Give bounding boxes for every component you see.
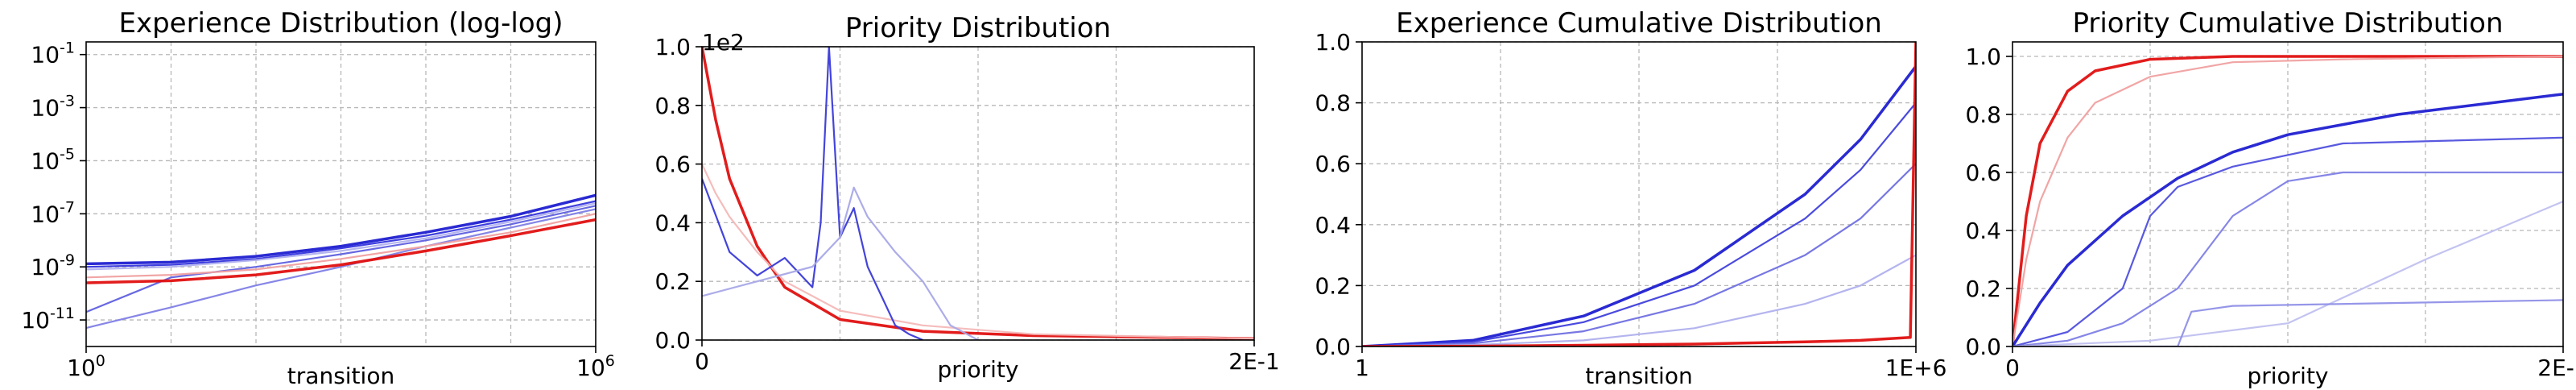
series-line-4 <box>2013 136 2563 346</box>
series-line-7 <box>2013 299 2563 346</box>
x-axis-label: transition <box>1585 363 1692 389</box>
plot-frame <box>85 41 597 347</box>
y-tick-label: 10-9 <box>31 251 75 280</box>
y-ticks: 0.0 0.2 0.4 0.6 0.8 1.0 <box>1965 44 2013 360</box>
series-line-7 <box>86 218 596 284</box>
x-tick-label: 2E-1 <box>2537 355 2576 381</box>
chart-title: Experience Distribution (log-log) <box>118 7 563 39</box>
series-line-6 <box>2013 200 2563 346</box>
series-line-2 <box>1362 102 1916 346</box>
series-line-3 <box>702 47 923 340</box>
x-tick-label: 1 <box>1355 355 1369 381</box>
series-line-5 <box>86 202 596 271</box>
y-tick-label: 10-7 <box>31 198 75 227</box>
series-line-3 <box>2013 93 2563 346</box>
series-line-2 <box>86 200 596 268</box>
x-ticks: 0 2E-1 <box>2005 346 2576 381</box>
y-tick-label: 0.8 <box>1315 90 1351 117</box>
y-tick-label: 0.2 <box>654 268 691 295</box>
y-tick-label: 0.0 <box>1315 334 1351 360</box>
chart-panel-1: Experience Distribution (log-log)10-110-… <box>21 7 615 389</box>
y-tick-label: 0.2 <box>1965 276 2001 302</box>
y-tick-label: 1.0 <box>1315 29 1351 56</box>
y-tick-label: 0.0 <box>1965 334 2001 360</box>
x-axis-label: transition <box>287 363 394 389</box>
y-tick-label: 0.6 <box>1965 160 2001 186</box>
chart-panel-2: Priority Distribution0.00.20.40.60.81.00… <box>654 12 1279 383</box>
series-group <box>86 193 596 330</box>
y-tick-label: 1.0 <box>654 34 691 60</box>
grid <box>86 42 596 346</box>
y-tick-label: 0.4 <box>1965 218 2001 244</box>
x-axis-label: priority <box>2247 363 2328 389</box>
x-ticks: 100 106 <box>67 346 615 381</box>
y-tick-label: 1.0 <box>1965 44 2001 70</box>
series-line-6 <box>86 213 596 279</box>
y-tick-label: 0.2 <box>1315 272 1351 299</box>
plot-frame <box>1361 41 1917 347</box>
x-tick-label: 2E-1 <box>1228 348 1279 375</box>
chart-panel-4: Priority Cumulative Distribution0.00.20.… <box>1965 7 2576 389</box>
x-tick-label: 1E+6 <box>1885 355 1947 381</box>
y-ticks: 0.0 0.2 0.4 0.6 0.8 1.0 <box>1315 29 1362 360</box>
plot-frame <box>2012 41 2564 347</box>
chart-panel-3: Experience Cumulative Distribution 0.0 0.2… <box>1315 7 1946 389</box>
y-tick-label: 0.4 <box>1315 212 1351 239</box>
series-line-1 <box>1362 65 1916 346</box>
series-line-5 <box>2013 171 2563 346</box>
x-tick-label: 0 <box>695 348 709 375</box>
x-ticks: 0 2E-1 <box>695 340 1280 375</box>
series-group <box>702 47 1254 340</box>
series-line-4 <box>702 186 979 340</box>
x-tick-label: 0 <box>2005 355 2020 381</box>
x-ticks: 1 1E+6 <box>1355 346 1946 381</box>
grid <box>702 46 1254 341</box>
series-line-3 <box>86 205 596 313</box>
y-tick-label: 10-11 <box>21 305 75 334</box>
y-tick-label: 10-5 <box>31 145 75 174</box>
y-tick-label: 0.6 <box>654 151 691 178</box>
series-line-3 <box>1362 163 1916 346</box>
y-ticks: 10-1 10-3 10-5 10-7 10-9 10-11 <box>21 39 86 334</box>
y-tick-label: 0.4 <box>654 210 691 236</box>
series-line-4 <box>86 208 596 330</box>
y-tick-label: 0.0 <box>654 327 691 354</box>
chart-title: Priority Distribution <box>845 12 1111 44</box>
chart-title: Priority Cumulative Distribution <box>2072 7 2503 39</box>
x-tick-label: 100 <box>67 352 105 381</box>
series-line-2 <box>702 164 1254 340</box>
plot-frame <box>701 46 1255 341</box>
series-line-2 <box>2013 55 2563 346</box>
offset-label: 1e2 <box>702 29 745 56</box>
series-line-1 <box>86 193 596 266</box>
x-tick-label: 106 <box>576 352 615 381</box>
y-tick-label: 0.8 <box>1965 102 2001 128</box>
x-axis-label: priority <box>937 356 1018 383</box>
series-line-1 <box>2013 55 2563 346</box>
y-tick-label: 10-3 <box>31 93 75 122</box>
y-tick-label: 10-1 <box>31 39 75 68</box>
series-group <box>2013 55 2563 346</box>
chart-title: Experience Cumulative Distribution <box>1396 7 1882 39</box>
y-tick-label: 0.6 <box>1315 151 1351 177</box>
y-ticks: 0.0 0.2 0.4 0.6 0.8 1.0 <box>654 34 702 354</box>
series-line-1 <box>702 47 1254 340</box>
y-tick-label: 0.8 <box>654 93 691 119</box>
